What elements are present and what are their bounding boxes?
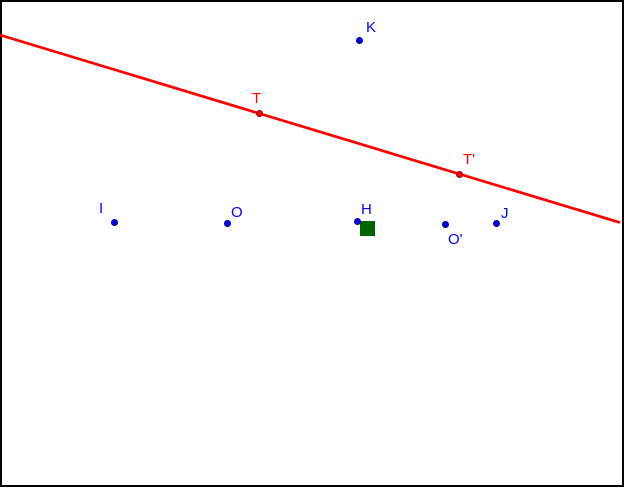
point-O[interactable] — [224, 219, 231, 227]
point-label-T[interactable]: T — [252, 90, 262, 107]
point-label-O[interactable]: O — [231, 204, 243, 221]
point-K[interactable] — [356, 36, 363, 44]
right-angle-marker-at-H[interactable] — [359, 220, 375, 236]
point-T[interactable] — [256, 110, 263, 117]
point-I[interactable] — [111, 219, 118, 226]
point-label-O-prime[interactable]: O' — [448, 231, 463, 248]
point-label-H[interactable]: H — [361, 201, 372, 218]
point-H[interactable] — [354, 217, 361, 225]
point-O-prime[interactable] — [442, 220, 449, 228]
point-label-T-prime[interactable]: T' — [463, 151, 476, 168]
point-J[interactable] — [493, 219, 500, 227]
point-T-prime[interactable] — [456, 170, 463, 178]
point-label-K[interactable]: K — [366, 19, 377, 36]
line-through-T-T-prime[interactable] — [0, 33, 621, 224]
point-label-J[interactable]: J — [501, 205, 509, 222]
point-label-I[interactable]: I — [99, 200, 104, 217]
